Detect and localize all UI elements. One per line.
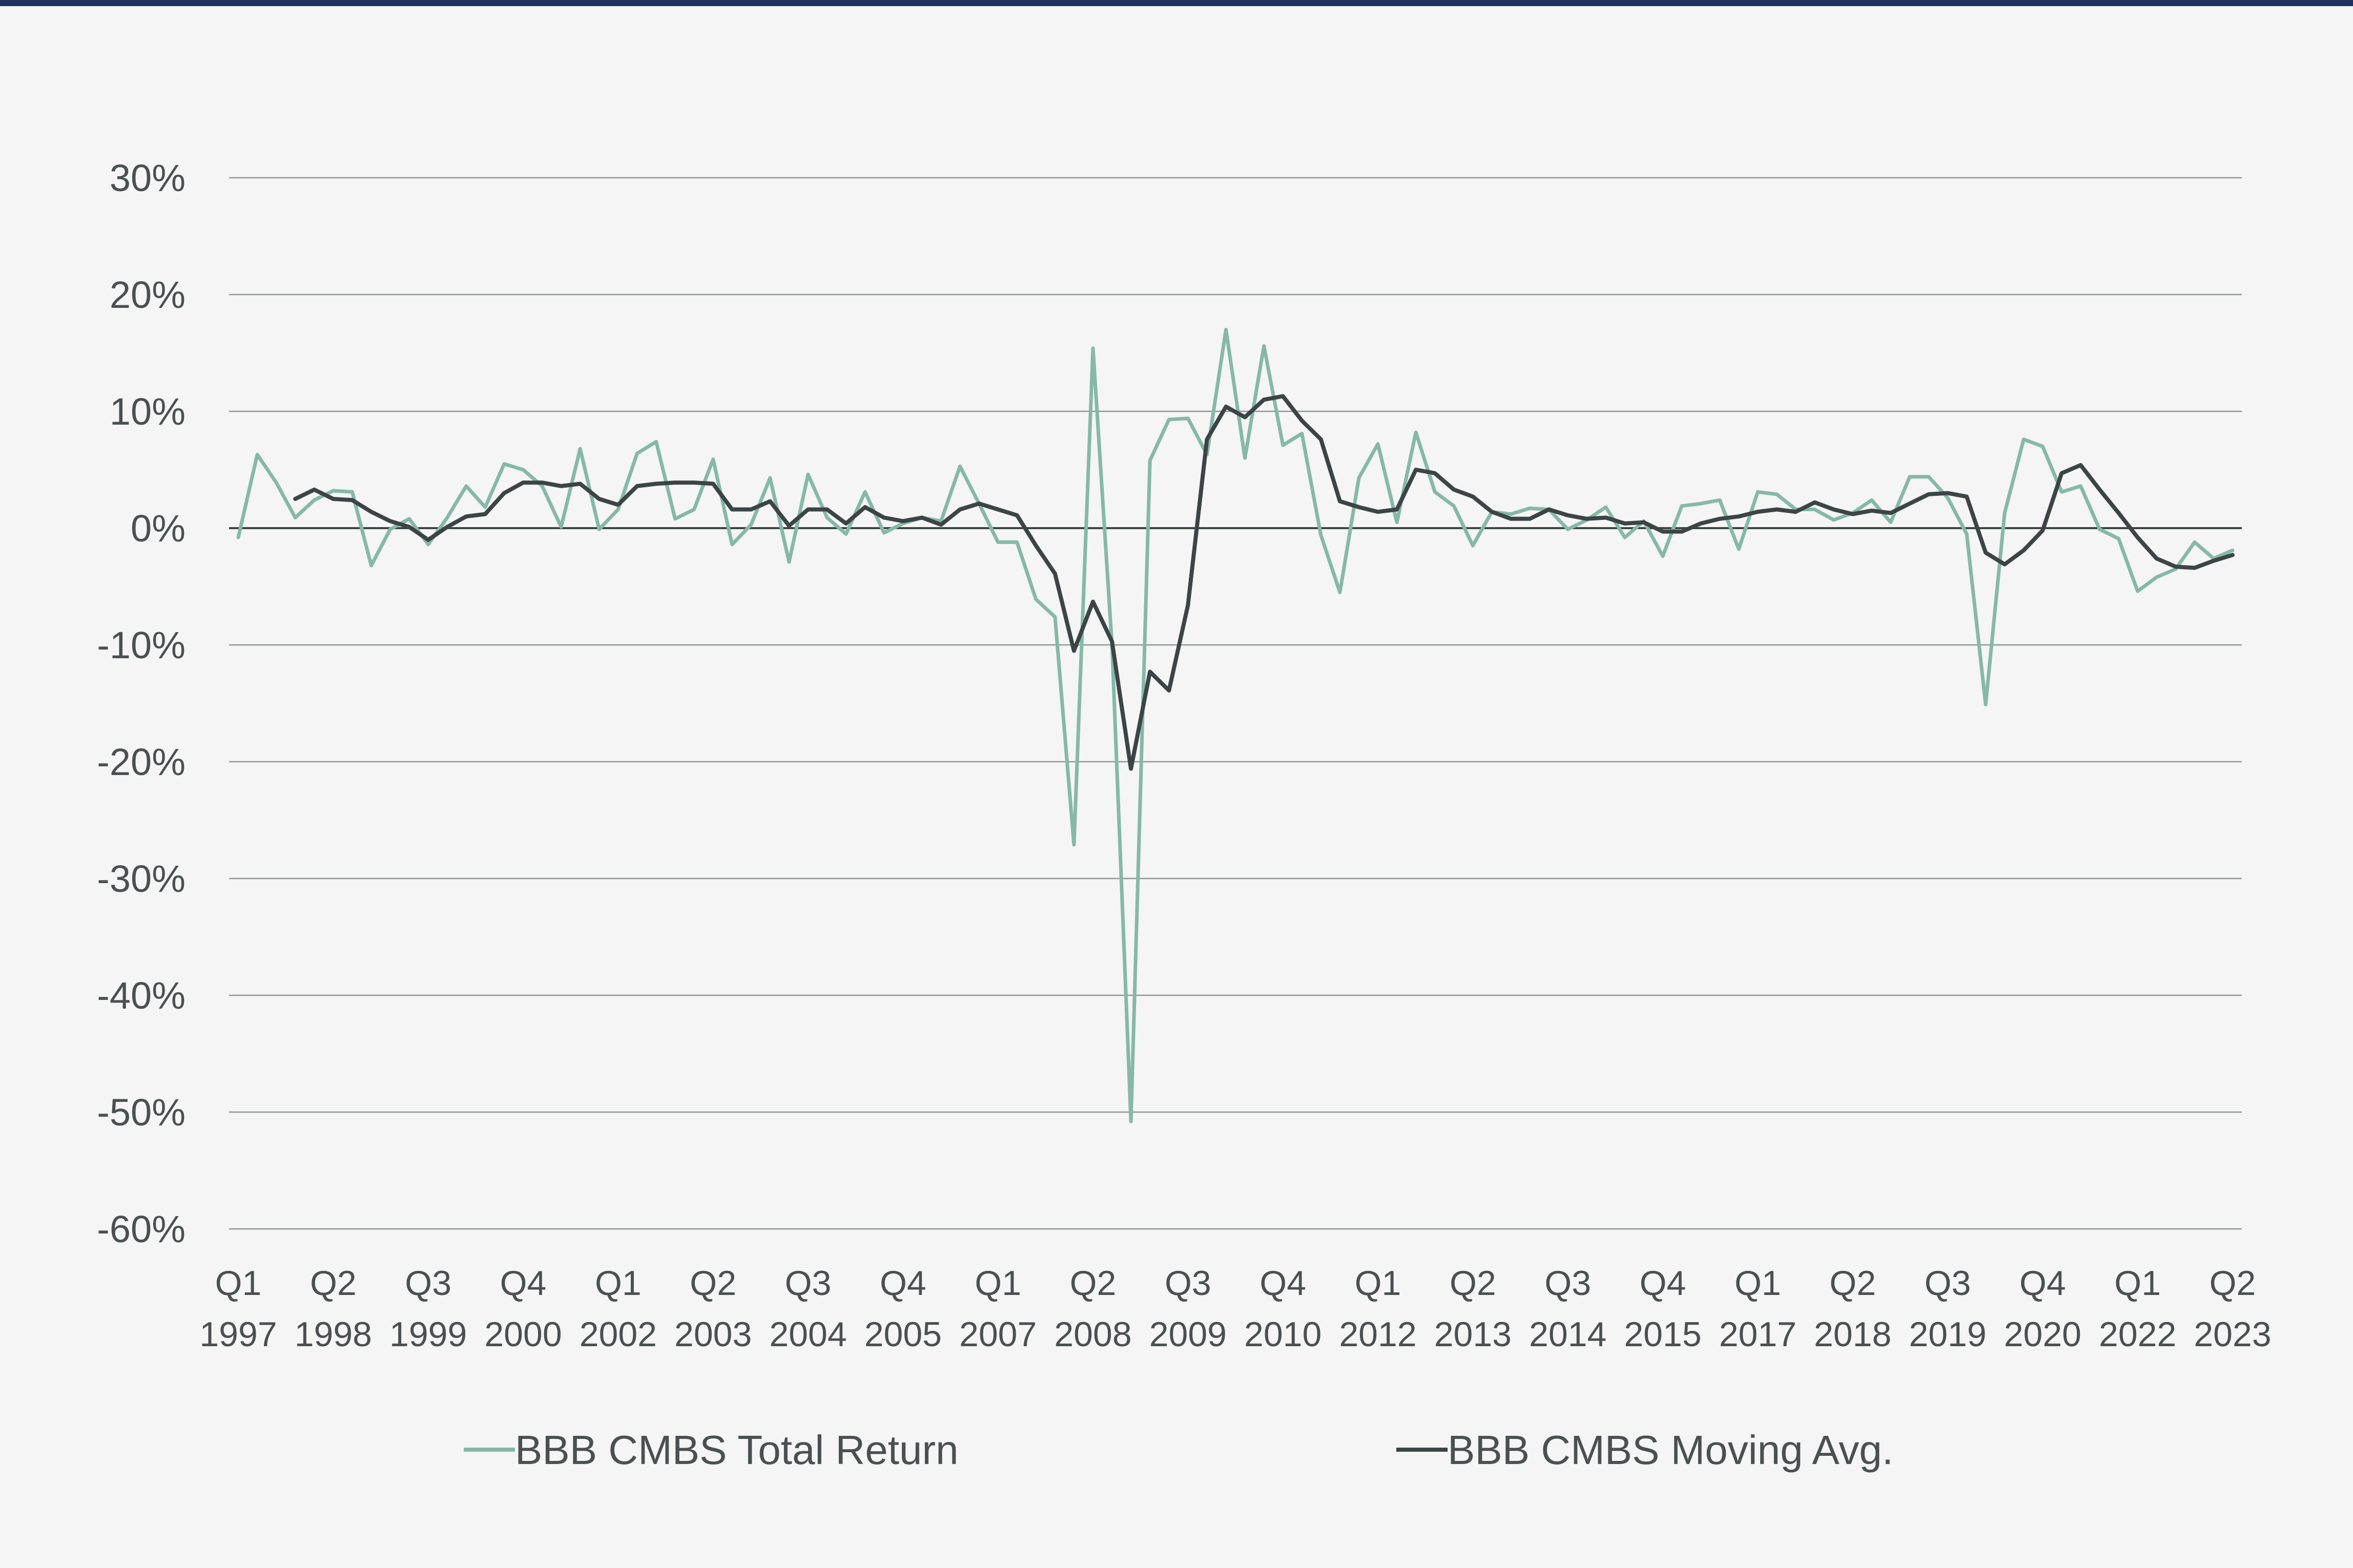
y-axis-tick-labels: 30% 20% 10% 0% -10% -20% -30% -40% -50% -60% bbox=[97, 157, 185, 1250]
x-tick-year: 2000 bbox=[484, 1315, 562, 1354]
x-tick-year: 2005 bbox=[864, 1315, 942, 1354]
x-tick-quarter: Q3 bbox=[1544, 1264, 1591, 1303]
series-line-total-return bbox=[236, 327, 2235, 1123]
x-tick-quarter: Q1 bbox=[215, 1264, 262, 1303]
x-tick-year: 1998 bbox=[295, 1315, 372, 1354]
y-tick-label: -30% bbox=[97, 858, 185, 900]
y-tick-label: -20% bbox=[97, 741, 185, 783]
y-tick-label: -60% bbox=[97, 1208, 185, 1250]
x-tick-year: 2020 bbox=[2004, 1315, 2081, 1354]
legend-label: BBB CMBS Total Return bbox=[515, 1427, 959, 1473]
y-tick-label: -10% bbox=[97, 624, 185, 666]
y-tick-label: -40% bbox=[97, 974, 185, 1017]
x-tick-year: 2017 bbox=[1719, 1315, 1797, 1354]
y-tick-label: 10% bbox=[110, 390, 185, 433]
x-tick-quarter: Q4 bbox=[1640, 1264, 1686, 1303]
plot-area bbox=[236, 327, 2235, 1123]
y-tick-label: 20% bbox=[110, 274, 185, 316]
x-tick-quarter: Q2 bbox=[1450, 1264, 1496, 1303]
x-tick-quarter: Q4 bbox=[1260, 1264, 1306, 1303]
x-tick-year: 2010 bbox=[1244, 1315, 1322, 1354]
x-tick-quarter: Q2 bbox=[690, 1264, 736, 1303]
x-tick-year: 1997 bbox=[199, 1315, 277, 1354]
x-tick-quarter: Q1 bbox=[595, 1264, 642, 1303]
x-tick-year: 2008 bbox=[1054, 1315, 1131, 1354]
x-tick-quarter: Q4 bbox=[2019, 1264, 2066, 1303]
x-tick-quarter: Q4 bbox=[500, 1264, 547, 1303]
x-tick-quarter: Q2 bbox=[1829, 1264, 1876, 1303]
x-tick-year: 2015 bbox=[1624, 1315, 1701, 1354]
series-line-moving-avg bbox=[293, 394, 2235, 771]
x-tick-year: 2007 bbox=[959, 1315, 1037, 1354]
x-tick-quarter: Q1 bbox=[1735, 1264, 1781, 1303]
x-tick-year: 2009 bbox=[1149, 1315, 1227, 1354]
x-tick-quarter: Q2 bbox=[1070, 1264, 1117, 1303]
x-tick-quarter: Q3 bbox=[1925, 1264, 1971, 1303]
x-tick-quarter: Q1 bbox=[975, 1264, 1021, 1303]
x-tick-year: 2012 bbox=[1339, 1315, 1416, 1354]
x-tick-year: 2019 bbox=[1909, 1315, 1986, 1354]
y-tick-label: 30% bbox=[110, 157, 185, 199]
legend: BBB CMBS Total Return BBB CMBS Moving Avg… bbox=[464, 1427, 1893, 1473]
x-tick-quarter: Q2 bbox=[2210, 1264, 2256, 1303]
top-rule bbox=[0, 0, 2353, 6]
x-tick-year: 2023 bbox=[2194, 1315, 2271, 1354]
legend-label: BBB CMBS Moving Avg. bbox=[1448, 1427, 1893, 1473]
x-tick-quarter: Q1 bbox=[1355, 1264, 1401, 1303]
x-tick-year: 2018 bbox=[1814, 1315, 1891, 1354]
x-tick-quarter: Q4 bbox=[880, 1264, 926, 1303]
gridlines bbox=[229, 177, 2242, 1230]
x-axis-tick-labels: Q1 1997 Q2 1998 Q3 1999 Q4 2000 Q1 2002 Q2 2003 Q3 20… bbox=[199, 1264, 2271, 1354]
y-tick-label: 0% bbox=[131, 507, 185, 550]
x-tick-year: 2003 bbox=[674, 1315, 752, 1354]
x-tick-year: 2004 bbox=[769, 1315, 847, 1354]
x-tick-year: 2022 bbox=[2099, 1315, 2176, 1354]
x-tick-year: 2014 bbox=[1529, 1315, 1606, 1354]
x-tick-year: 2013 bbox=[1434, 1315, 1512, 1354]
x-tick-quarter: Q3 bbox=[1165, 1264, 1211, 1303]
y-tick-label: -50% bbox=[97, 1091, 185, 1134]
x-tick-quarter: Q2 bbox=[310, 1264, 357, 1303]
x-tick-quarter: Q1 bbox=[2114, 1264, 2161, 1303]
x-tick-quarter: Q3 bbox=[785, 1264, 832, 1303]
x-tick-year: 2002 bbox=[580, 1315, 657, 1354]
x-tick-quarter: Q3 bbox=[405, 1264, 451, 1303]
x-tick-year: 1999 bbox=[389, 1315, 467, 1354]
